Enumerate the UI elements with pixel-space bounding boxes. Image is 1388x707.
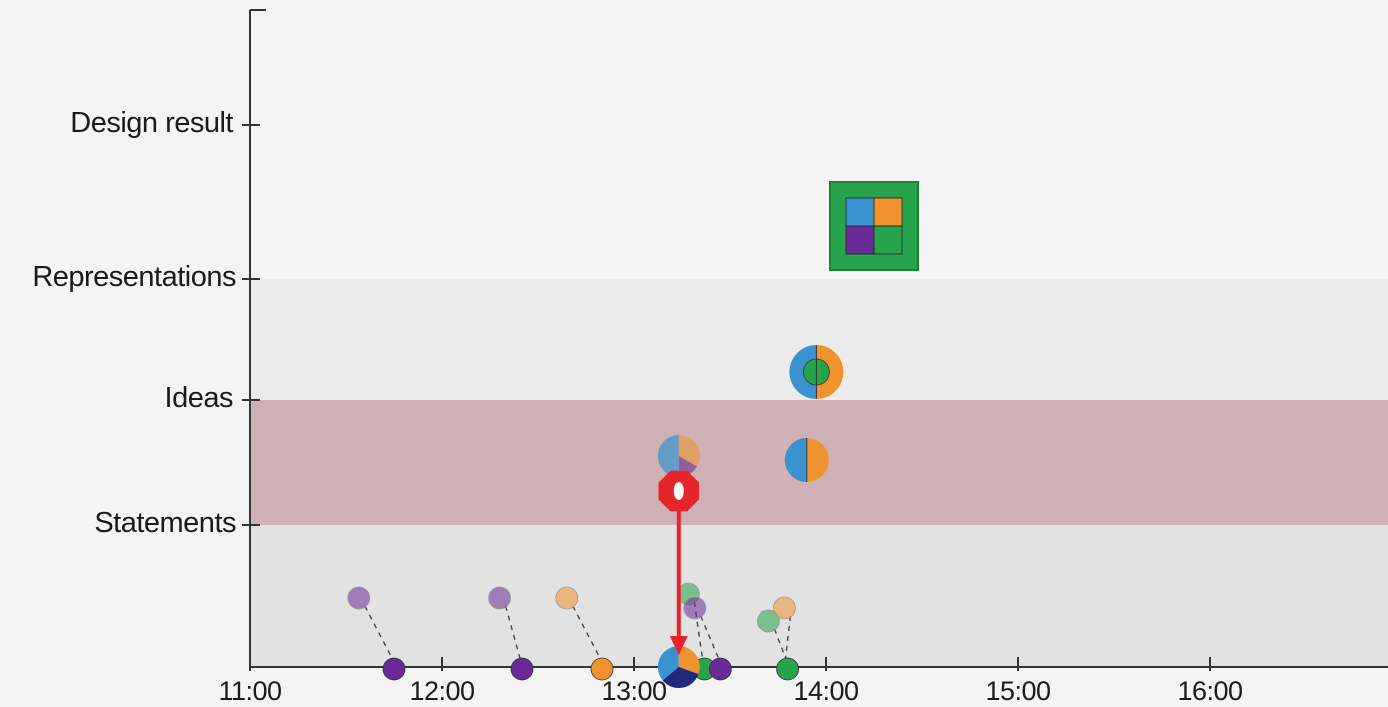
y-tick-label: Statements — [94, 507, 236, 539]
idea-pie — [784, 438, 829, 482]
quad-orange — [873, 197, 903, 227]
ring-half-orange — [816, 345, 844, 399]
pie-half-orange — [806, 438, 829, 482]
ring-half-blue — [789, 345, 817, 399]
top-strip — [0, 0, 1388, 6]
band-statements — [250, 525, 1388, 667]
x-tick-label: 12:00 — [409, 676, 475, 706]
faded-statement-dot — [555, 586, 579, 610]
quad-green — [873, 225, 903, 255]
faded-statement-dot — [773, 596, 796, 620]
faded-statement-dot — [757, 609, 780, 633]
statement-dot — [382, 657, 406, 681]
quad-blue — [845, 197, 875, 227]
x-tick-label: 15:00 — [985, 676, 1051, 706]
red-arrow-head — [669, 636, 688, 655]
pie-slice-orange — [678, 646, 700, 675]
faded-statement-dot — [488, 586, 512, 610]
statement-dot — [776, 657, 799, 681]
pie-slice-orange — [678, 435, 700, 467]
dashed-link — [784, 615, 792, 659]
design-result-marker — [829, 181, 919, 271]
x-tick-label: 11:00 — [218, 676, 282, 706]
stop-sign-glyph — [673, 482, 684, 500]
pie-slice-blue — [657, 435, 679, 477]
x-tick-label: 13:00 — [601, 676, 667, 706]
faded-statement-dot — [347, 586, 371, 610]
combined-statement-pie — [657, 646, 700, 689]
y-tick-label: Ideas — [164, 382, 234, 414]
x-tick-label: 14:00 — [793, 676, 859, 706]
x-tick-label: 16:00 — [1177, 676, 1243, 706]
statement-dot — [590, 657, 614, 681]
y-tick-label: Representations — [32, 261, 236, 293]
representation-marker — [789, 345, 844, 399]
y-tick-label: Design result — [70, 107, 233, 139]
statement-dot — [510, 657, 534, 681]
quad-purple — [845, 225, 875, 255]
dashed-link — [700, 615, 720, 659]
statement-dot — [709, 657, 732, 681]
pie-slice-navy — [662, 667, 699, 689]
faded-statement-dot — [683, 596, 707, 620]
pie-half-blue — [784, 438, 807, 482]
idea-pie-faded — [657, 435, 700, 477]
dashed-link — [504, 605, 521, 659]
